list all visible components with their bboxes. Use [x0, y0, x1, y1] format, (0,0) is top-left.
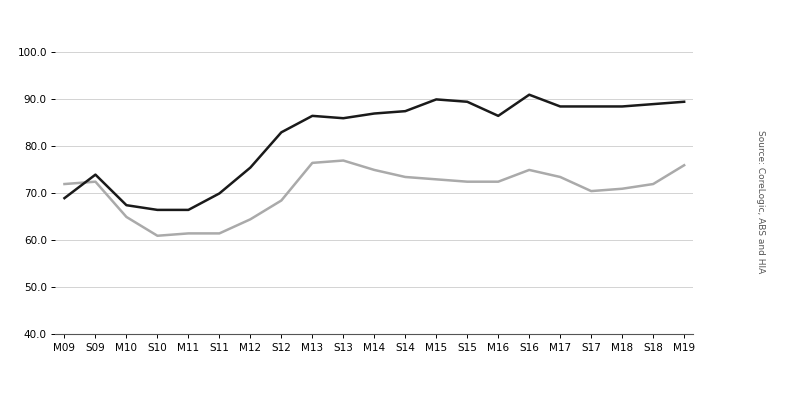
Text: Source: CoreLogic, ABS and HIA: Source: CoreLogic, ABS and HIA	[756, 130, 765, 273]
Legend: CAPITALS, OTHER: CAPITALS, OTHER	[248, 400, 437, 403]
Text: HIA HOUSING AFFORDABILITY INDEX, AUSTRALIA: HIA HOUSING AFFORDABILITY INDEX, AUSTRAL…	[146, 17, 642, 35]
